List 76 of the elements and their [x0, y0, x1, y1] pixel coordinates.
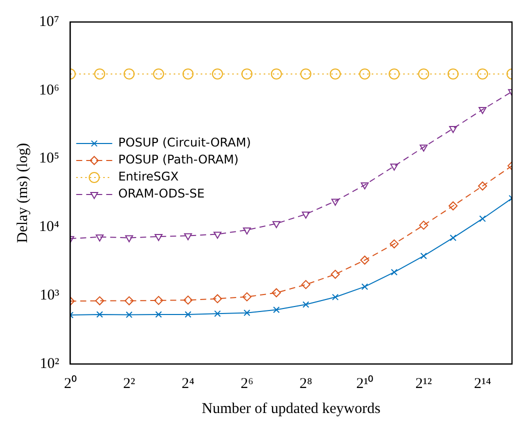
point — [302, 301, 310, 308]
point — [272, 288, 281, 298]
point — [212, 68, 223, 80]
point — [390, 268, 398, 276]
point — [420, 144, 428, 152]
legend-label: EntireSGX — [118, 170, 179, 184]
point — [360, 182, 369, 190]
point — [390, 239, 399, 248]
point — [479, 215, 486, 222]
x-axis-title: Number of updated keywords — [202, 400, 381, 417]
point — [448, 68, 459, 80]
x-tick-label: 2² — [123, 376, 136, 392]
point — [449, 126, 458, 134]
point — [182, 68, 194, 80]
point — [330, 270, 340, 279]
y-tick-label: 10⁷ — [38, 14, 60, 30]
legend-label: POSUP (Path-ORAM) — [118, 152, 239, 167]
point — [477, 68, 488, 80]
point — [184, 233, 192, 240]
point — [300, 68, 312, 80]
point — [272, 221, 280, 228]
point — [302, 212, 310, 219]
point — [241, 68, 252, 80]
point — [390, 164, 398, 171]
point — [360, 256, 370, 265]
point — [242, 228, 251, 234]
point — [478, 182, 488, 191]
legend-label: ORAM-ODS-SE — [118, 186, 205, 201]
point — [184, 311, 192, 318]
point — [448, 201, 458, 210]
point — [212, 294, 222, 304]
point — [154, 234, 163, 242]
x-tick-label: 2¹² — [415, 376, 432, 392]
point — [359, 68, 370, 80]
point — [420, 252, 427, 260]
y-tick-label: 10⁶ — [38, 82, 60, 98]
x-tick-label: 2⁴ — [182, 376, 194, 392]
point — [419, 220, 428, 230]
point — [155, 311, 162, 318]
point — [124, 296, 134, 306]
point — [154, 296, 164, 305]
point — [125, 235, 134, 242]
point — [361, 283, 368, 290]
point — [331, 198, 340, 206]
point — [96, 311, 104, 318]
point — [214, 310, 221, 317]
x-tick-label: 2⁶ — [240, 376, 254, 392]
x-tick-label: 2¹⁴ — [474, 376, 492, 392]
y-tick-label: 10⁵ — [38, 150, 60, 167]
x-tick-label: 2¹⁰ — [356, 374, 374, 392]
y-tick-label: 10² — [40, 356, 60, 372]
y-tick-label: 10³ — [40, 288, 60, 304]
point — [388, 68, 400, 80]
point — [214, 232, 222, 239]
y-tick-label: 10⁴ — [38, 219, 60, 236]
point — [124, 68, 135, 80]
y-axis-title: Delay (ms) (log) — [14, 143, 31, 243]
point — [418, 68, 430, 80]
point — [273, 306, 280, 314]
point — [330, 68, 341, 80]
point — [95, 296, 104, 306]
x-tick-label: 2⁰ — [64, 374, 76, 392]
point — [184, 296, 193, 305]
point — [244, 309, 250, 316]
point — [301, 280, 310, 290]
point — [242, 292, 252, 302]
x-tick-label: 2⁸ — [299, 376, 312, 392]
point — [270, 68, 282, 80]
point — [153, 68, 164, 80]
point — [126, 311, 132, 318]
point — [94, 68, 106, 80]
point — [96, 234, 104, 242]
point — [332, 294, 339, 300]
point — [450, 234, 456, 242]
point — [478, 107, 487, 114]
legend-label: POSUP (Circuit-ORAM) — [118, 136, 251, 150]
